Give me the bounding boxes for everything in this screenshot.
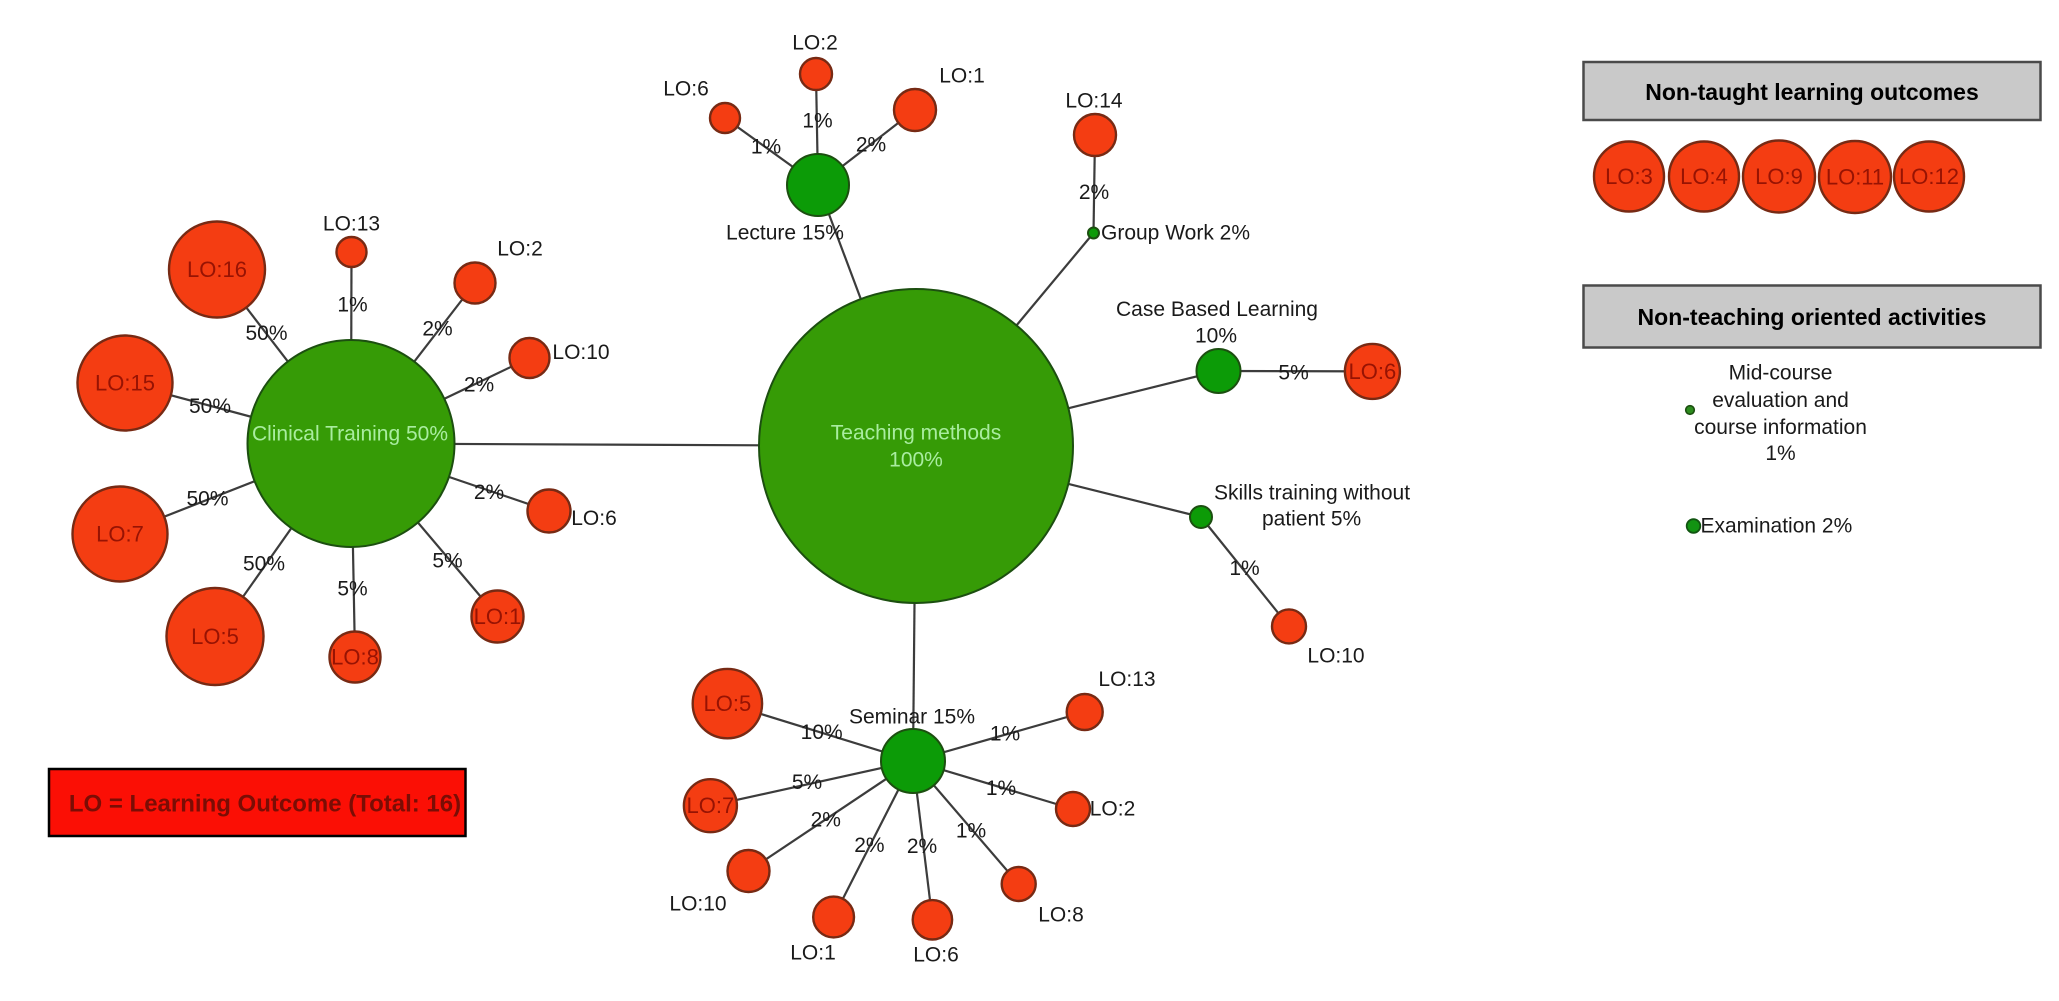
svg-text:LO = Learning Outcome (Total:: LO = Learning Outcome (Total: 16) <box>69 791 461 818</box>
svg-text:LO:10: LO:10 <box>1307 645 1364 668</box>
svg-text:LO:7: LO:7 <box>687 793 735 818</box>
svg-text:50%: 50% <box>245 322 287 345</box>
svg-text:LO:5: LO:5 <box>191 624 239 649</box>
svg-text:2%: 2% <box>856 134 886 157</box>
svg-text:2%: 2% <box>854 834 884 857</box>
svg-text:Mid-course: Mid-course <box>1729 362 1833 385</box>
svg-text:evaluation and: evaluation and <box>1712 389 1849 412</box>
svg-text:5%: 5% <box>337 578 367 601</box>
svg-text:LO:7: LO:7 <box>96 522 144 547</box>
svg-text:LO:2: LO:2 <box>497 238 543 261</box>
svg-text:50%: 50% <box>243 553 285 576</box>
svg-text:Clinical Training 50%: Clinical Training 50% <box>252 423 448 446</box>
svg-text:1%: 1% <box>337 294 367 317</box>
svg-text:1%: 1% <box>956 820 986 843</box>
svg-text:5%: 5% <box>792 771 822 794</box>
svg-text:LO:9: LO:9 <box>1755 164 1803 189</box>
svg-text:2%: 2% <box>811 809 841 832</box>
svg-text:LO:6: LO:6 <box>1349 359 1397 384</box>
svg-text:LO:2: LO:2 <box>1090 798 1136 821</box>
svg-text:Non-teaching oriented activiti: Non-teaching oriented activities <box>1638 304 1987 330</box>
svg-text:LO:1: LO:1 <box>939 65 985 88</box>
svg-text:10%: 10% <box>801 721 843 744</box>
svg-text:course information: course information <box>1694 416 1867 439</box>
svg-text:LO:12: LO:12 <box>1899 164 1959 189</box>
svg-text:LO:6: LO:6 <box>571 507 617 530</box>
svg-text:LO:10: LO:10 <box>552 341 609 364</box>
svg-text:10%: 10% <box>1195 325 1237 348</box>
svg-text:LO:8: LO:8 <box>1038 904 1084 927</box>
svg-text:1%: 1% <box>751 136 781 159</box>
svg-text:2%: 2% <box>464 374 494 397</box>
svg-text:LO:13: LO:13 <box>323 213 380 236</box>
svg-text:LO:8: LO:8 <box>331 645 379 670</box>
svg-text:LO:5: LO:5 <box>704 691 752 716</box>
svg-text:LO:1: LO:1 <box>474 604 522 629</box>
svg-text:Seminar 15%: Seminar 15% <box>849 706 975 729</box>
svg-text:LO:10: LO:10 <box>669 893 726 916</box>
svg-text:Examination 2%: Examination 2% <box>1701 515 1853 538</box>
svg-text:LO:14: LO:14 <box>1065 90 1123 113</box>
svg-text:1%: 1% <box>1765 442 1795 465</box>
svg-text:1%: 1% <box>1229 557 1259 580</box>
svg-text:100%: 100% <box>889 449 943 472</box>
svg-text:patient 5%: patient 5% <box>1262 508 1361 531</box>
svg-text:Teaching methods: Teaching methods <box>831 422 1001 445</box>
svg-text:LO:16: LO:16 <box>187 257 247 282</box>
svg-text:Lecture 15%: Lecture 15% <box>726 222 844 245</box>
svg-text:Skills training without: Skills training without <box>1214 482 1410 505</box>
svg-text:50%: 50% <box>186 488 228 511</box>
svg-text:LO:11: LO:11 <box>1826 165 1884 190</box>
svg-text:LO:2: LO:2 <box>792 32 838 55</box>
svg-text:5%: 5% <box>432 550 462 573</box>
svg-text:LO:15: LO:15 <box>95 371 155 396</box>
svg-text:1%: 1% <box>990 723 1020 746</box>
svg-text:1%: 1% <box>802 110 832 133</box>
svg-text:Case Based Learning: Case Based Learning <box>1116 298 1318 321</box>
svg-text:LO:6: LO:6 <box>913 944 959 967</box>
svg-text:Non-taught learning outcomes: Non-taught learning outcomes <box>1645 79 1979 105</box>
svg-text:Group Work 2%: Group Work 2% <box>1101 222 1250 245</box>
svg-text:50%: 50% <box>189 395 231 418</box>
svg-text:LO:6: LO:6 <box>663 78 709 101</box>
svg-text:LO:3: LO:3 <box>1605 164 1653 189</box>
svg-text:2%: 2% <box>1079 181 1109 204</box>
svg-text:1%: 1% <box>986 777 1016 800</box>
svg-text:2%: 2% <box>907 835 937 858</box>
svg-text:LO:4: LO:4 <box>1680 164 1728 189</box>
svg-text:LO:13: LO:13 <box>1098 668 1155 691</box>
svg-text:2%: 2% <box>422 318 452 341</box>
svg-text:5%: 5% <box>1278 362 1308 385</box>
svg-text:2%: 2% <box>474 481 504 504</box>
svg-text:LO:1: LO:1 <box>790 942 836 965</box>
